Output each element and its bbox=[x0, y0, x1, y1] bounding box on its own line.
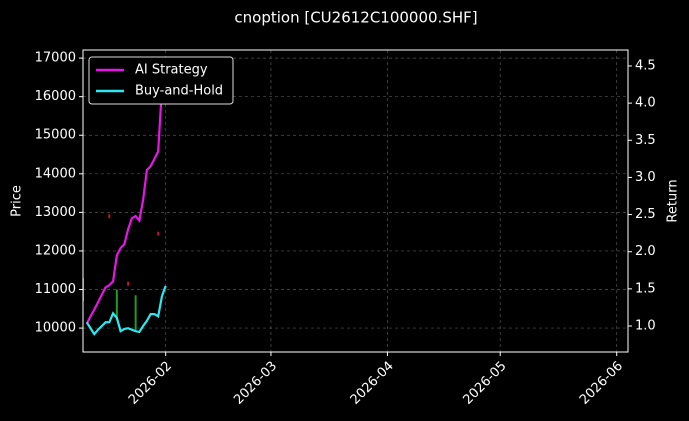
y2-tick-label: 1.0 bbox=[635, 318, 656, 333]
y2-tick-label: 4.0 bbox=[635, 96, 656, 111]
y-tick-label: 17000 bbox=[35, 51, 76, 66]
y2-tick-label: 1.5 bbox=[635, 281, 656, 296]
y-tick-label: 16000 bbox=[35, 89, 76, 104]
y-axis-label: Price bbox=[10, 185, 25, 217]
y2-tick-label: 3.5 bbox=[635, 133, 656, 148]
legend-label: Buy-and-Hold bbox=[135, 84, 223, 99]
y2-axis-label: Return bbox=[666, 179, 681, 222]
chart-title: cnoption [CU2612C100000.SHF] bbox=[234, 9, 477, 27]
y-tick-label: 14000 bbox=[35, 166, 76, 181]
y2-tick-label: 2.0 bbox=[635, 244, 656, 259]
y-tick-label: 13000 bbox=[35, 205, 76, 220]
y2-tick-label: 2.5 bbox=[635, 207, 656, 222]
legend-label: AI Strategy bbox=[135, 63, 208, 78]
y-tick-label: 15000 bbox=[35, 128, 76, 143]
plot-frame bbox=[82, 49, 629, 353]
x-tick-label: 2026-05 bbox=[460, 359, 509, 408]
y-tick-label: 12000 bbox=[35, 243, 76, 258]
legend-box bbox=[88, 56, 234, 105]
x-tick-label: 2026-04 bbox=[348, 359, 397, 408]
series-line bbox=[85, 88, 164, 325]
y-tick-label: 11000 bbox=[35, 282, 76, 297]
y2-tick-label: 4.5 bbox=[635, 58, 656, 73]
x-tick-label: 2026-03 bbox=[231, 359, 280, 408]
y-tick-label: 10000 bbox=[35, 321, 76, 336]
series-line bbox=[85, 285, 167, 337]
x-tick-label: 2026-02 bbox=[126, 359, 175, 408]
x-tick-label: 2026-06 bbox=[577, 359, 626, 408]
y2-tick-label: 3.0 bbox=[635, 170, 656, 185]
